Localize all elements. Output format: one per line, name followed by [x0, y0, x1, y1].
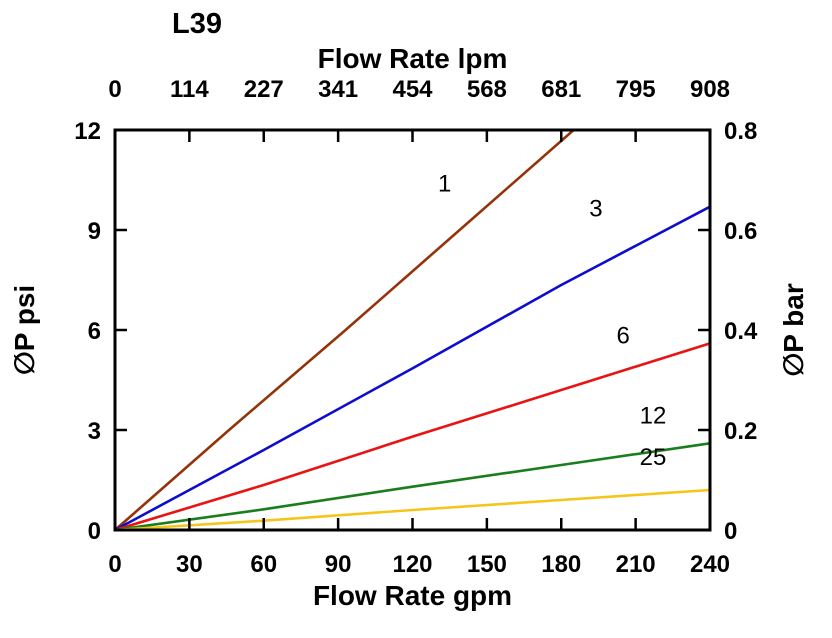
series-label-1: 1: [438, 171, 451, 198]
top-tick-label: 114: [170, 76, 209, 103]
series-label-6: 6: [617, 322, 630, 349]
bottom-tick-label: 60: [250, 551, 277, 578]
series-line-25: [113, 488, 712, 532]
bottom-tick-label: 210: [616, 551, 656, 578]
bottom-tick-label: 150: [467, 551, 507, 578]
right-tick-label: 0.4: [724, 318, 758, 345]
series-label-3: 3: [589, 196, 602, 223]
top-tick-label: 341: [318, 76, 358, 103]
bottom-tick-label: 120: [392, 551, 432, 578]
series-label-12: 12: [640, 402, 667, 429]
top-tick-label: 681: [541, 76, 581, 103]
right-tick-label: 0.2: [724, 418, 757, 445]
bottom-tick-label: 90: [325, 551, 352, 578]
top-tick-label: 795: [616, 76, 656, 103]
left-tick-label: 12: [74, 118, 101, 145]
right-tick-label: 0.6: [724, 218, 757, 245]
right-tick-label: 0: [724, 518, 737, 545]
chart-title: L39: [172, 8, 222, 40]
series-line-6: [113, 342, 712, 532]
bottom-tick-label: 0: [108, 551, 121, 578]
left-tick-label: 9: [88, 218, 101, 245]
left-tick-label: 6: [88, 318, 101, 345]
left-axis-title: ∅P psi: [9, 285, 40, 375]
top-tick-label: 454: [392, 76, 433, 103]
left-tick-label: 3: [88, 418, 101, 445]
series-line-12: [113, 442, 712, 532]
top-axis-title: Flow Rate lpm: [318, 43, 508, 74]
top-tick-label: 227: [244, 76, 284, 103]
series-line-1: [113, 128, 575, 532]
top-tick-label: 0: [108, 76, 121, 103]
right-tick-label: 0.8: [724, 118, 757, 145]
bottom-axis-title: Flow Rate gpm: [313, 580, 512, 611]
top-tick-label: 908: [690, 76, 730, 103]
bottom-tick-label: 30: [176, 551, 203, 578]
top-tick-label: 568: [467, 76, 507, 103]
bottom-tick-label: 180: [541, 551, 581, 578]
bottom-tick-label: 240: [690, 551, 730, 578]
series-label-25: 25: [640, 444, 667, 471]
series-line-3: [113, 205, 712, 532]
left-tick-label: 0: [88, 518, 101, 545]
right-axis-title: ∅P bar: [778, 283, 809, 377]
